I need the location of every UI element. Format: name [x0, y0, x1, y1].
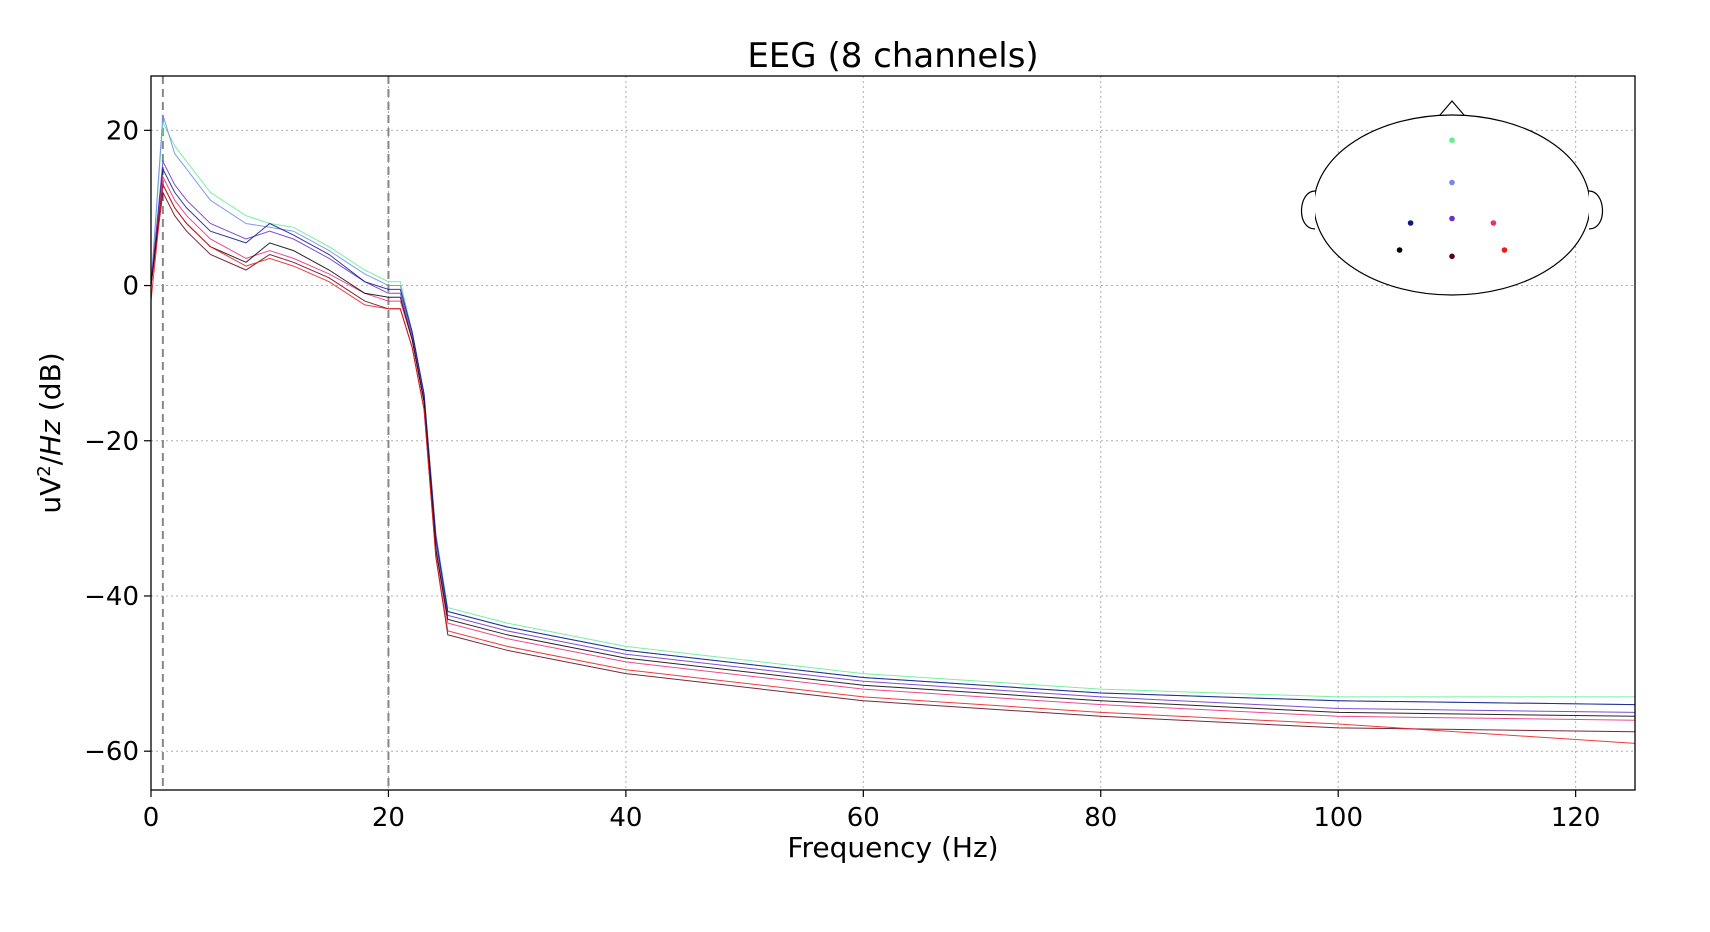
- y-tick-label: −40: [84, 582, 139, 612]
- sensor-dot: [1407, 220, 1414, 226]
- sensor-dot: [1490, 220, 1497, 226]
- x-tick-label: 0: [143, 803, 160, 833]
- series-line-4: [150, 167, 1636, 706]
- head-ear-left: [1300, 190, 1316, 230]
- x-tick-label: 20: [372, 803, 405, 833]
- sensor-dot: [1449, 215, 1455, 222]
- x-tick-label: 100: [1313, 803, 1363, 833]
- y-tick-label: −60: [84, 737, 139, 767]
- y-label-slash: /: [34, 455, 67, 465]
- sensor-inset: [1300, 100, 1604, 296]
- sensor-dot: [1396, 247, 1403, 253]
- series-line-3: [150, 159, 1636, 713]
- series-line-5: [150, 175, 1636, 721]
- series-line-8: [150, 182, 1636, 744]
- sensor-dot: [1501, 247, 1508, 253]
- plot-frame: [150, 75, 1636, 791]
- x-tick-label: 60: [847, 803, 880, 833]
- y-label-base: uV: [34, 477, 67, 514]
- x-axis-ticks: 0 20 40 60 80 100 120: [143, 790, 1601, 833]
- sensor-dot: [1449, 253, 1455, 260]
- y-label-unit: (dB): [34, 352, 67, 420]
- sensor-dot: [1449, 137, 1455, 143]
- y-label-italic: Hz: [34, 419, 67, 456]
- y-axis-ticks: 20 0 −20 −40 −60: [84, 116, 151, 767]
- y-axis-label: uV2/Hz (dB): [34, 352, 68, 513]
- x-axis-label: Frequency (Hz): [787, 831, 998, 864]
- y-tick-label: 0: [122, 272, 139, 302]
- x-tick-label: 80: [1084, 803, 1117, 833]
- chart-title: EEG (8 channels): [747, 36, 1038, 76]
- sensor-dot: [1449, 179, 1455, 186]
- y-label-sup: 2: [34, 465, 55, 476]
- y-tick-label: 20: [106, 116, 139, 146]
- y-tick-label: −20: [84, 427, 139, 457]
- series-layer: [150, 114, 1636, 744]
- head-ear-right: [1588, 190, 1604, 230]
- x-tick-label: 40: [609, 803, 642, 833]
- x-tick-label: 120: [1551, 803, 1601, 833]
- series-line-1: [150, 120, 1635, 698]
